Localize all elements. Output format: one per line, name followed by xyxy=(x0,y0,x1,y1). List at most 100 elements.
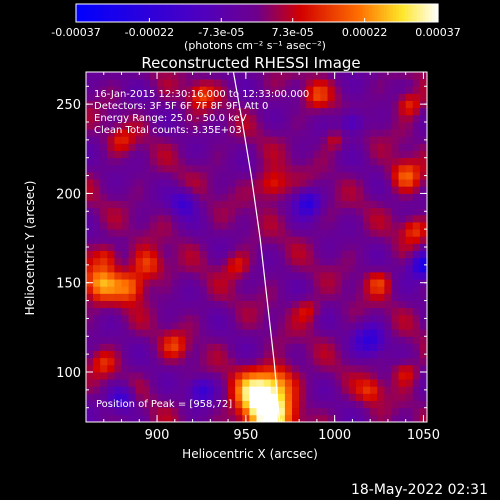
heatmap-cell xyxy=(327,386,336,394)
heatmap-cell xyxy=(178,72,186,80)
heatmap-cell xyxy=(164,300,172,309)
heatmap-cell xyxy=(213,407,222,416)
heatmap-cell xyxy=(86,222,94,230)
heatmap-cell xyxy=(419,179,428,187)
heatmap-cell xyxy=(249,257,257,266)
heatmap-cell xyxy=(348,72,357,80)
heatmap-cell xyxy=(142,343,151,351)
colorbar-swatch xyxy=(377,4,382,22)
heatmap-cell xyxy=(142,372,151,380)
heatmap-cell xyxy=(128,150,137,159)
heatmap-cell xyxy=(235,93,243,101)
heatmap-cell xyxy=(292,329,300,337)
heatmap-cell xyxy=(121,264,130,273)
heatmap-cell xyxy=(164,393,172,401)
heatmap-cell xyxy=(355,114,364,123)
heatmap-cell xyxy=(235,257,243,266)
heatmap-cell xyxy=(135,207,144,216)
heatmap-cell xyxy=(185,114,193,123)
heatmap-cell xyxy=(157,300,165,309)
heatmap-cell xyxy=(185,79,193,87)
heatmap-cell xyxy=(419,400,428,409)
heatmap-cell xyxy=(199,386,208,394)
heatmap-cell xyxy=(249,314,257,323)
heatmap-cell xyxy=(341,86,350,94)
heatmap-cell xyxy=(235,207,243,216)
heatmap-cell xyxy=(249,293,257,301)
heatmap-cell xyxy=(192,357,201,366)
heatmap-cell xyxy=(142,414,151,423)
heatmap-cell xyxy=(341,257,350,266)
heatmap-cell xyxy=(363,279,371,287)
heatmap-cell xyxy=(299,393,307,401)
heatmap-cell xyxy=(256,200,265,209)
heatmap-cell xyxy=(419,379,428,387)
colorbar-swatch xyxy=(419,4,424,22)
heatmap-cell xyxy=(306,264,314,273)
heatmap-cell xyxy=(327,129,336,137)
heatmap-cell xyxy=(341,414,350,423)
heatmap-cell xyxy=(320,243,328,251)
heatmap-cell xyxy=(107,79,115,87)
heatmap-cell xyxy=(405,193,414,201)
heatmap-cell xyxy=(270,386,279,394)
heatmap-cell xyxy=(384,314,392,323)
heatmap-cell xyxy=(178,272,186,280)
heatmap-cell xyxy=(93,129,101,137)
heatmap-cell xyxy=(341,407,350,416)
heatmap-cell xyxy=(199,336,208,344)
heatmap-cell xyxy=(341,300,350,309)
heatmap-cell xyxy=(220,307,229,316)
heatmap-cell xyxy=(149,357,158,366)
heatmap-cell xyxy=(121,107,130,116)
heatmap-cell xyxy=(320,264,328,273)
heatmap-cell xyxy=(284,222,293,230)
colorbar-swatch xyxy=(329,4,334,22)
heatmap-cell xyxy=(185,93,193,101)
heatmap-cell xyxy=(235,129,243,137)
heatmap-cell xyxy=(135,114,144,123)
colorbar-tick-label: -0.00037 xyxy=(51,26,100,39)
heatmap-cell xyxy=(355,107,364,116)
heatmap-cell xyxy=(327,350,336,359)
heatmap-cell xyxy=(412,222,421,230)
heatmap-cell xyxy=(171,379,179,387)
heatmap-cell xyxy=(149,257,158,266)
heatmap-cell xyxy=(334,350,343,359)
heatmap-cell xyxy=(100,250,108,259)
heatmap-cell xyxy=(306,407,314,416)
heatmap-cell xyxy=(398,272,407,280)
heatmap-cell xyxy=(228,122,236,130)
heatmap-cell xyxy=(107,222,115,230)
heatmap-cell xyxy=(242,207,250,216)
heatmap-cell xyxy=(384,400,392,409)
heatmap-cell xyxy=(228,243,236,251)
heatmap-cell xyxy=(171,293,179,301)
heatmap-cell xyxy=(377,293,385,301)
heatmap-cell xyxy=(292,400,300,409)
heatmap-cell xyxy=(377,364,385,373)
heatmap-cell xyxy=(348,364,357,373)
heatmap-cell xyxy=(249,200,257,209)
heatmap-cell xyxy=(355,407,364,416)
heatmap-cell xyxy=(135,150,144,159)
heatmap-cell xyxy=(277,86,286,94)
heatmap-cell xyxy=(256,322,265,330)
heatmap-cell xyxy=(220,243,229,251)
heatmap-cell xyxy=(277,257,286,266)
heatmap-cell xyxy=(341,157,350,166)
heatmap-cell xyxy=(306,129,314,137)
heatmap-cell xyxy=(355,72,364,80)
heatmap-cell xyxy=(313,79,321,87)
heatmap-cell xyxy=(377,136,385,144)
heatmap-cell xyxy=(157,364,165,373)
heatmap-cell xyxy=(277,214,286,223)
heatmap-cell xyxy=(370,114,378,123)
heatmap-cell xyxy=(220,236,229,244)
colorbar-swatch xyxy=(272,4,276,22)
heatmap-cell xyxy=(249,250,257,259)
heatmap-cell xyxy=(185,393,193,401)
colorbar-swatch xyxy=(431,4,436,22)
heatmap-cell xyxy=(391,336,399,344)
colorbar-swatch xyxy=(428,4,433,22)
